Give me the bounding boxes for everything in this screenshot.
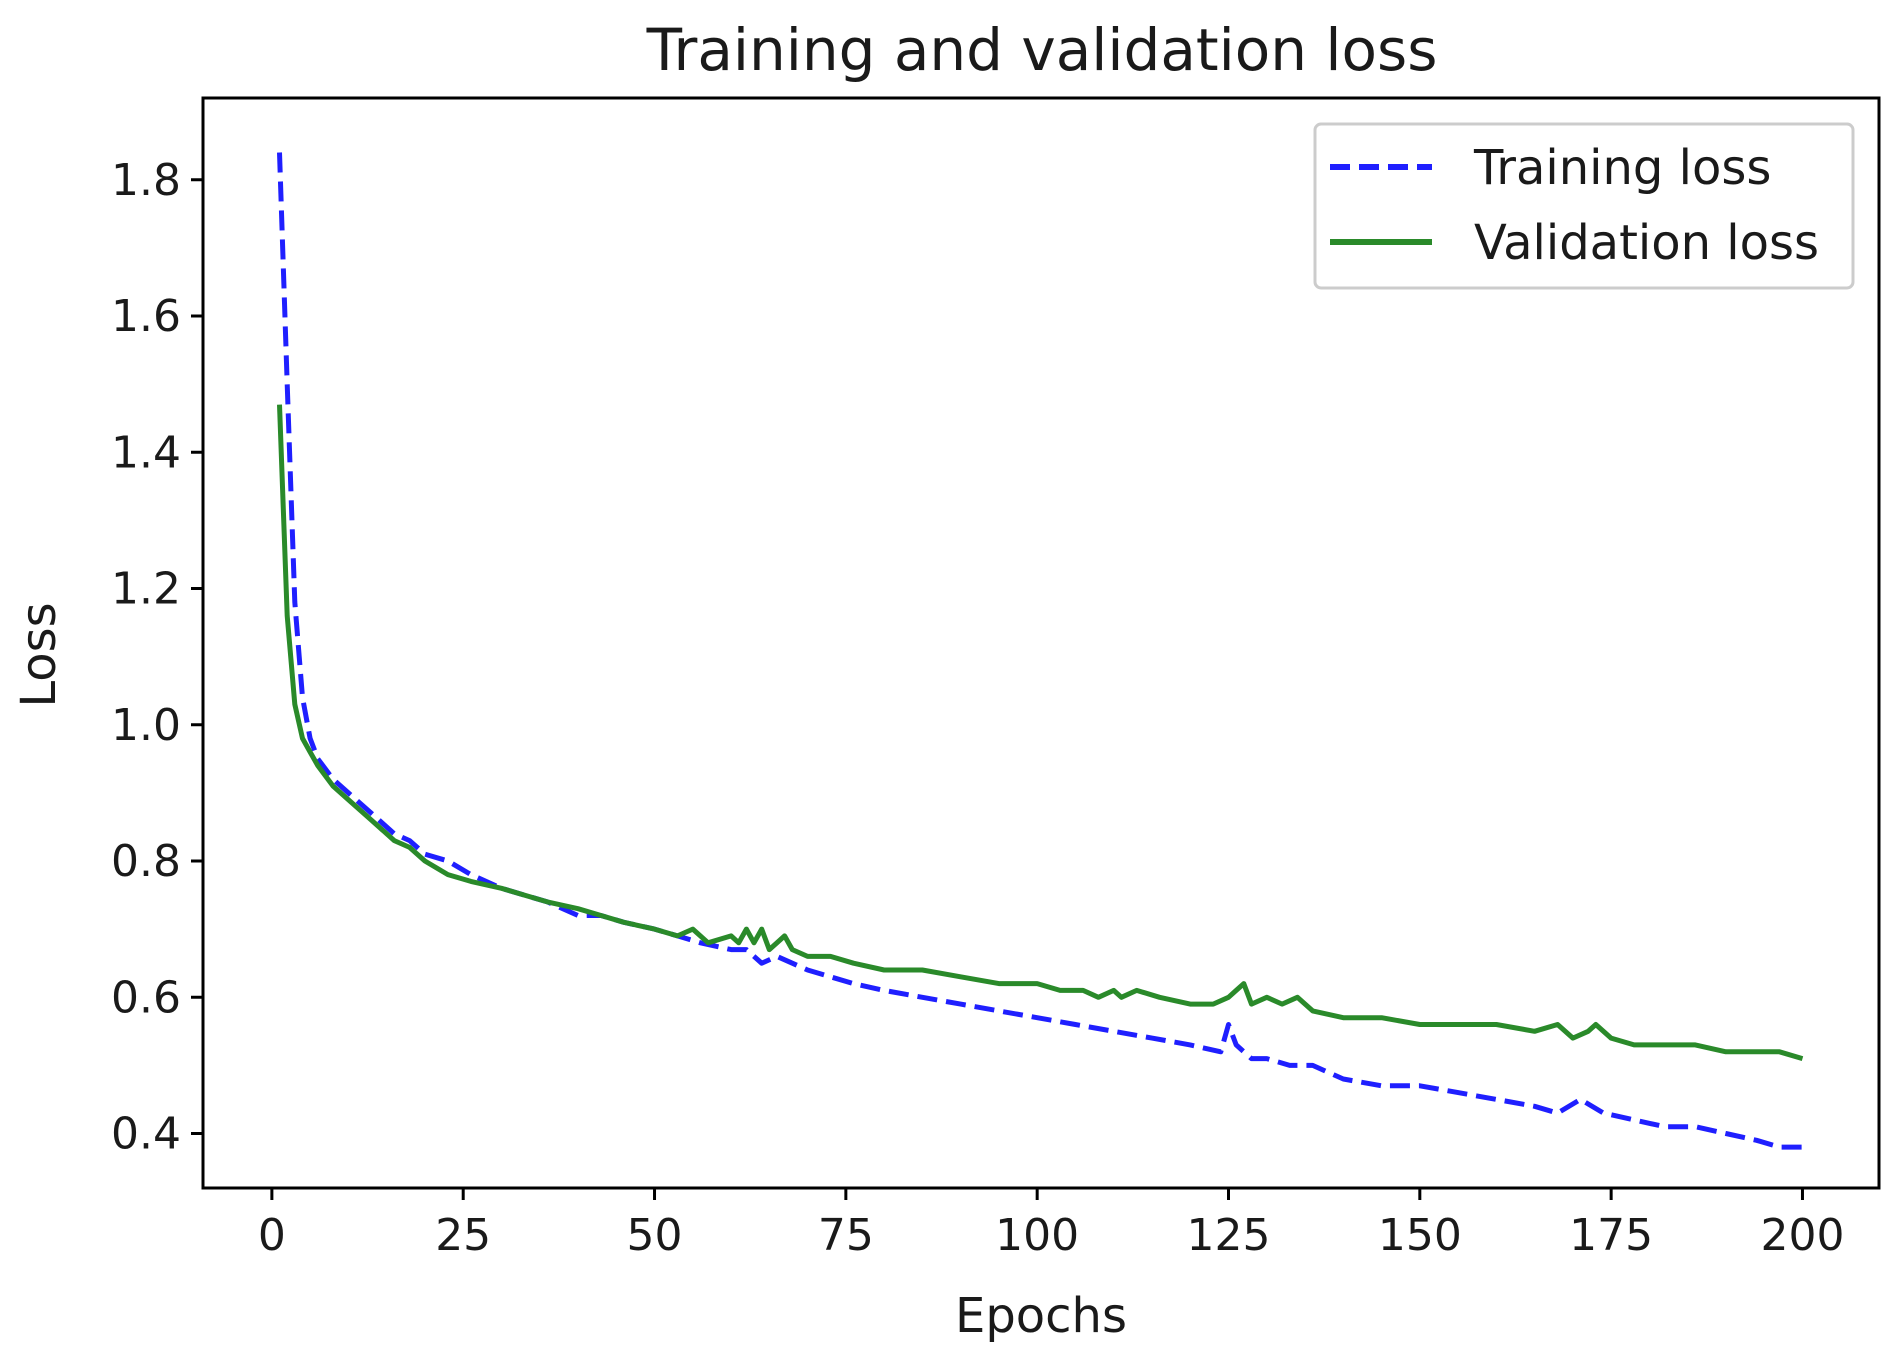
- chart-title: Training and validation loss: [646, 16, 1438, 84]
- legend-box: [1313, 122, 1855, 290]
- y-tick-label: 0.8: [111, 836, 181, 887]
- y-tick-label: 1.2: [111, 564, 181, 615]
- plot-area-frame: [201, 96, 1881, 1190]
- y-tick-label: 0.4: [111, 1109, 181, 1160]
- legend-training-label: Training loss: [1473, 140, 1771, 196]
- y-tick-label: 1.4: [111, 427, 181, 478]
- validation-loss-line: [277, 404, 1804, 1061]
- y-tick-label: 1.6: [111, 291, 181, 342]
- y-tick-label: 1.8: [111, 155, 181, 206]
- training-loss-line: [277, 152, 1803, 1150]
- x-axis: 0 25 50 75 100 125 150 175 200: [258, 1188, 1844, 1261]
- legend: Training loss Validation loss: [1313, 122, 1855, 290]
- x-tick-label: 175: [1569, 1210, 1653, 1261]
- y-tick-label: 0.6: [111, 972, 181, 1023]
- x-tick-label: 150: [1378, 1210, 1462, 1261]
- legend-validation-label: Validation loss: [1474, 215, 1819, 271]
- plot-lines: [277, 152, 1804, 1150]
- x-axis-label: Epochs: [955, 1288, 1127, 1344]
- y-tick-label: 1.0: [111, 700, 181, 751]
- x-tick-label: 200: [1760, 1210, 1844, 1261]
- y-axis-label: Loss: [11, 602, 67, 707]
- y-axis: 0.4 0.6 0.8 1.0 1.2 1.4 1.6 1.8: [111, 155, 203, 1160]
- x-tick-label: 50: [627, 1210, 683, 1261]
- x-tick-label: 100: [995, 1210, 1079, 1261]
- x-tick-label: 0: [258, 1210, 286, 1261]
- x-tick-label: 125: [1187, 1210, 1271, 1261]
- x-tick-label: 25: [435, 1210, 491, 1261]
- x-tick-label: 75: [818, 1210, 874, 1261]
